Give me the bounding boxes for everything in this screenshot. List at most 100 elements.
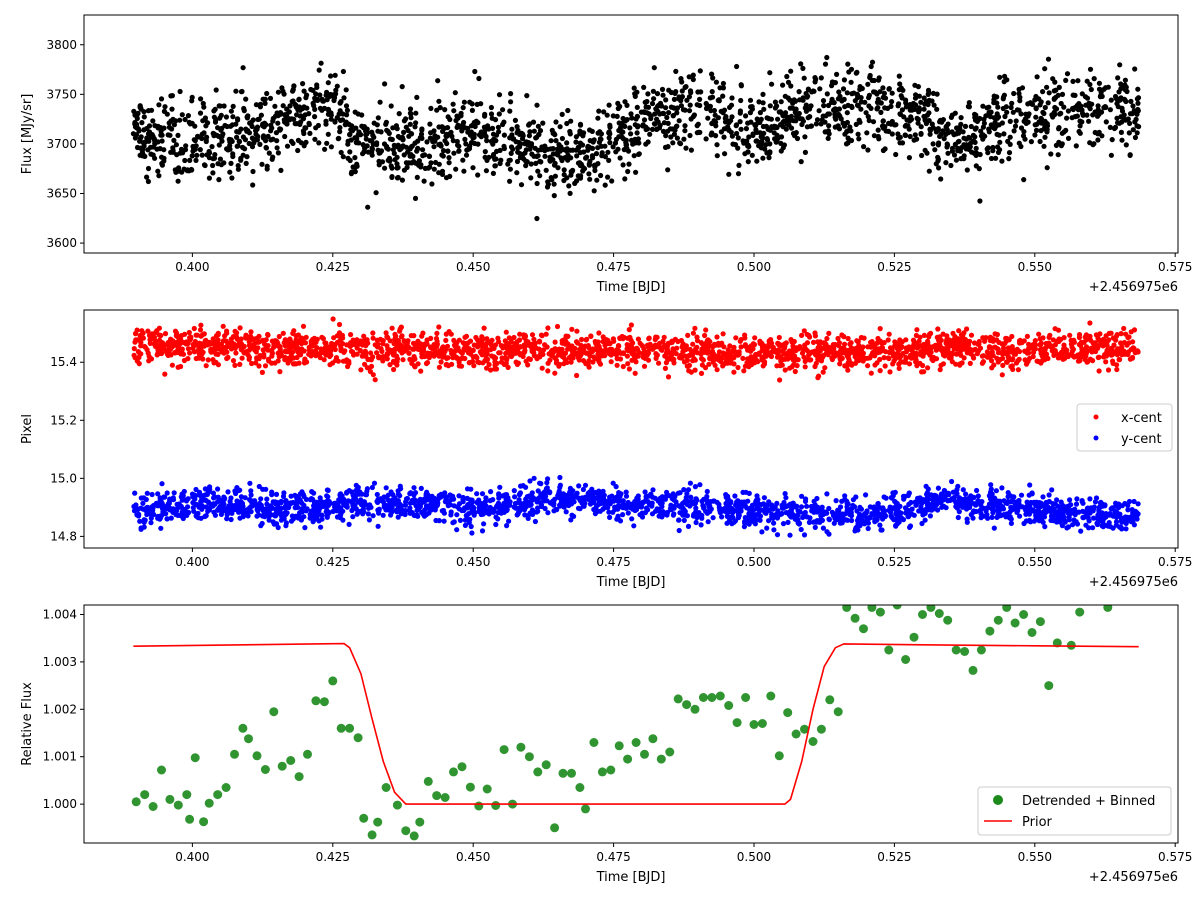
data-point [918,99,924,105]
data-point [310,336,316,343]
data-point [640,354,646,360]
data-point [639,343,645,349]
data-point [683,346,689,353]
data-point [687,102,693,108]
data-point [589,145,596,151]
data-point [547,157,553,163]
data-point [919,520,925,527]
data-point [957,362,963,368]
data-point [948,114,955,120]
data-point [1045,100,1051,106]
data-point [388,347,394,353]
data-point [990,144,996,151]
data-point [1056,126,1062,132]
data-point [977,198,983,204]
data-point [158,332,164,339]
data-point [347,132,353,138]
data-point [180,150,186,156]
data-point [831,345,837,352]
data-point [750,131,756,137]
data-point [788,68,794,74]
data-point [528,141,535,147]
data-point [600,338,606,345]
data-point [507,178,513,184]
data-point [979,353,986,359]
data-point [310,87,316,93]
data-point [542,342,548,348]
data-point [148,356,155,362]
data-point [395,133,401,140]
data-point [776,334,782,341]
data-point [482,357,488,364]
data-point [598,136,604,142]
data-point [479,348,485,354]
data-point [794,363,800,369]
data-point [626,327,632,333]
data-point [269,338,275,344]
data-point [1048,151,1054,157]
data-point [367,368,373,375]
data-point [736,162,742,168]
data-point [809,349,815,355]
data-point [481,124,487,130]
data-point [744,138,750,144]
data-point [201,130,207,136]
data-point [966,135,973,141]
data-point [631,153,637,159]
data-point [413,110,419,116]
data-point [1135,501,1141,507]
data-point [1117,97,1123,103]
data-point [1070,92,1076,98]
data-point [523,139,529,145]
data-point [802,105,808,111]
data-point [606,135,612,141]
data-point [1090,525,1096,531]
data-point [489,337,495,343]
data-point [338,99,344,105]
y-tick-label: 3800 [46,38,77,52]
data-point [216,341,222,347]
data-point [256,116,262,122]
data-point [453,166,459,172]
data-point [531,347,537,353]
data-point [960,129,966,135]
data-point [138,351,144,357]
data-point [790,100,796,106]
data-point [1025,358,1031,364]
data-point [1028,139,1034,145]
data-point [772,105,779,111]
data-point [796,89,802,95]
data-point [245,128,251,134]
data-point [1101,354,1107,360]
data-point [351,341,357,347]
data-point [414,94,420,100]
data-point [1072,114,1078,120]
data-point [1118,114,1124,120]
data-point [687,132,693,139]
data-point [353,139,359,145]
data-point [250,182,256,188]
data-point [729,133,736,139]
data-point [213,117,219,123]
data-point [788,125,795,131]
data-point [966,100,972,106]
data-point [1076,355,1082,361]
data-point [622,176,628,182]
data-point [469,107,475,113]
data-point [340,68,346,75]
data-point [302,525,308,531]
data-point [376,158,382,164]
data-point [482,149,488,155]
data-point [386,155,393,161]
data-point [235,163,241,169]
data-point [1075,78,1081,84]
data-point [216,177,222,183]
data-point [1061,342,1067,348]
data-point [300,81,306,87]
data-point [1040,109,1046,115]
data-point [626,366,633,372]
data-point [1133,116,1139,122]
data-point [734,130,740,137]
data-point [937,343,943,350]
data-point [980,124,987,130]
